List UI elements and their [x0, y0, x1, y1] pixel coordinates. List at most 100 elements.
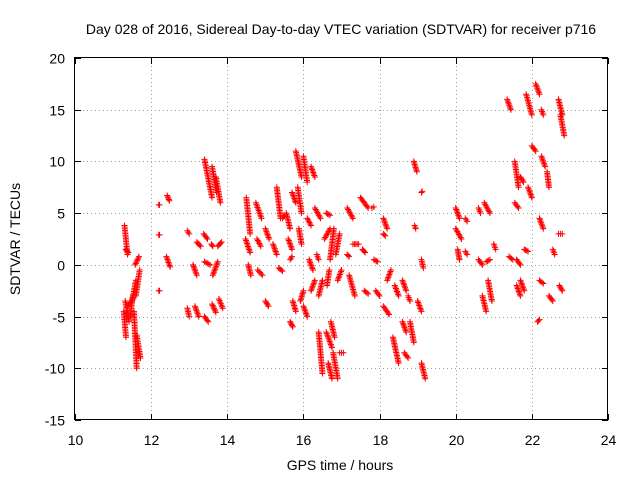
data-point	[384, 275, 391, 282]
data-point	[288, 255, 295, 262]
data-point	[363, 289, 370, 296]
data-point	[515, 184, 522, 191]
data-point	[243, 237, 250, 244]
data-point	[486, 256, 493, 263]
data-point	[309, 265, 316, 272]
data-point	[517, 261, 524, 268]
data-point	[340, 349, 347, 356]
data-point	[338, 267, 345, 274]
data-point	[307, 261, 314, 268]
plot-frame	[74, 57, 608, 420]
data-point	[373, 258, 380, 265]
data-point	[134, 257, 141, 264]
data-point	[401, 324, 408, 331]
data-point	[156, 287, 163, 294]
data-point	[345, 252, 352, 259]
data-point	[454, 210, 461, 217]
data-point	[269, 241, 276, 248]
data-point	[382, 221, 389, 228]
data-point	[265, 234, 272, 241]
data-point	[264, 301, 271, 308]
data-point	[204, 260, 211, 267]
data-point	[258, 215, 265, 222]
data-point	[538, 154, 545, 161]
data-point	[403, 287, 410, 294]
data-point	[263, 228, 270, 235]
data-point	[211, 267, 218, 274]
data-point	[217, 240, 224, 247]
data-point	[417, 306, 424, 313]
data-point	[212, 266, 219, 273]
data-point	[399, 277, 406, 284]
data-point	[548, 296, 555, 303]
x-tick-label: 24	[601, 432, 617, 448]
data-point	[418, 308, 425, 315]
data-point	[542, 163, 549, 170]
data-point	[247, 249, 254, 256]
data-point	[308, 264, 315, 271]
data-point	[558, 286, 565, 293]
data-point	[374, 258, 381, 265]
data-point	[402, 326, 409, 333]
x-tick-label: 16	[296, 432, 312, 448]
data-point	[392, 285, 399, 292]
data-point	[478, 260, 485, 267]
data-point	[186, 313, 193, 320]
data-point	[309, 267, 316, 274]
data-point	[288, 321, 295, 328]
data-point	[319, 370, 326, 377]
data-point	[300, 287, 307, 294]
x-tick-label: 14	[220, 432, 236, 448]
data-point	[290, 193, 297, 200]
data-point	[191, 303, 198, 310]
data-point	[518, 280, 525, 287]
y-tick-label: 15	[49, 103, 65, 119]
data-point	[310, 169, 317, 176]
data-point	[272, 247, 279, 254]
data-point	[325, 211, 332, 218]
data-point	[291, 195, 298, 202]
data-point	[527, 191, 534, 198]
data-point	[520, 286, 527, 293]
y-tick-label: -10	[45, 361, 65, 377]
data-point	[194, 310, 201, 317]
data-point	[417, 305, 424, 312]
data-point	[519, 283, 526, 290]
data-point	[265, 303, 272, 310]
data-point	[455, 213, 462, 220]
data-point	[133, 259, 140, 266]
data-point	[416, 303, 423, 310]
data-point	[540, 280, 547, 287]
data-point	[372, 257, 379, 264]
y-tick-labels: -15 -10 -5 0 5 10 15 20	[45, 51, 65, 429]
data-point	[492, 246, 499, 253]
data-point	[164, 256, 171, 263]
data-point	[246, 247, 253, 254]
data-point	[195, 313, 202, 320]
data-point	[387, 267, 394, 274]
data-point	[308, 165, 315, 172]
data-point	[197, 243, 204, 250]
data-point	[484, 258, 491, 265]
data-point	[362, 249, 369, 256]
data-point	[193, 307, 200, 314]
data-point	[243, 238, 250, 245]
x-tick-labels: 10 12 14 16 18 20 22 24	[68, 432, 617, 448]
data-point	[204, 317, 211, 324]
data-point	[386, 269, 393, 276]
data-point	[415, 301, 422, 308]
data-point	[561, 132, 568, 139]
y-tick-label: 10	[49, 154, 65, 170]
data-point	[453, 207, 460, 214]
data-point	[541, 162, 548, 169]
data-point	[525, 184, 532, 191]
data-point	[385, 274, 392, 281]
data-point	[545, 184, 552, 191]
data-point	[133, 365, 140, 372]
data-point	[286, 240, 293, 247]
data-point	[308, 262, 315, 269]
data-point	[508, 255, 515, 262]
data-point	[203, 234, 210, 241]
data-point	[192, 304, 199, 311]
data-point	[517, 292, 524, 299]
